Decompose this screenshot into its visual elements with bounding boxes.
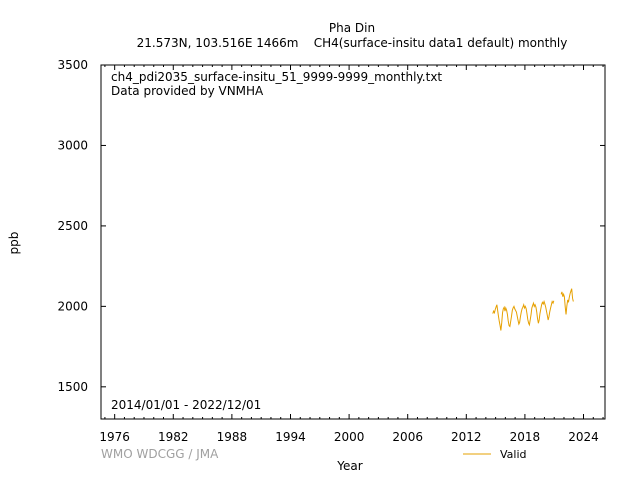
x-tick-label: 1994 (275, 430, 306, 444)
chart-subtitle: 21.573N, 103.516E 1466m CH4(surface-insi… (137, 36, 568, 50)
y-axis-label: ppb (7, 232, 21, 255)
series-line-0-segment-1 (560, 288, 574, 315)
x-tick-label: 1976 (99, 430, 130, 444)
y-tick-label: 1500 (57, 380, 88, 394)
credit-label: WMO WDCGG / JMA (101, 447, 219, 461)
x-tick-label: 1982 (158, 430, 189, 444)
x-tick-label: 2000 (334, 430, 365, 444)
x-tick-label: 2024 (568, 430, 599, 444)
y-tick-label: 2000 (57, 299, 88, 313)
legend: Valid (463, 448, 527, 461)
y-tick-label: 3500 (57, 58, 88, 72)
provider-annotation: Data provided by VNMHA (111, 84, 264, 98)
plot-frame (100, 64, 606, 420)
x-tick-label: 2006 (392, 430, 423, 444)
x-tick-label: 2012 (451, 430, 482, 444)
chart-title: Pha Din (329, 21, 375, 35)
legend-label-valid: Valid (500, 448, 527, 461)
x-axis-label: Year (336, 459, 362, 473)
date-range-annotation: 2014/01/01 - 2022/12/01 (111, 398, 261, 412)
y-tick-label: 3000 (57, 138, 88, 152)
series-layer (492, 288, 574, 331)
filename-annotation: ch4_pdi2035_surface-insitu_51_9999-9999_… (111, 70, 442, 84)
x-tick-label: 2018 (510, 430, 541, 444)
x-axis: 1976 1982 1988 1994 2000 2006 2012 2018 2024 (99, 65, 604, 444)
y-tick-label: 2500 (57, 219, 88, 233)
y-axis: 1500 2000 2500 3000 3500 (57, 58, 605, 394)
x-tick-label: 1988 (217, 430, 248, 444)
series-line-0-segment-0 (492, 299, 555, 331)
